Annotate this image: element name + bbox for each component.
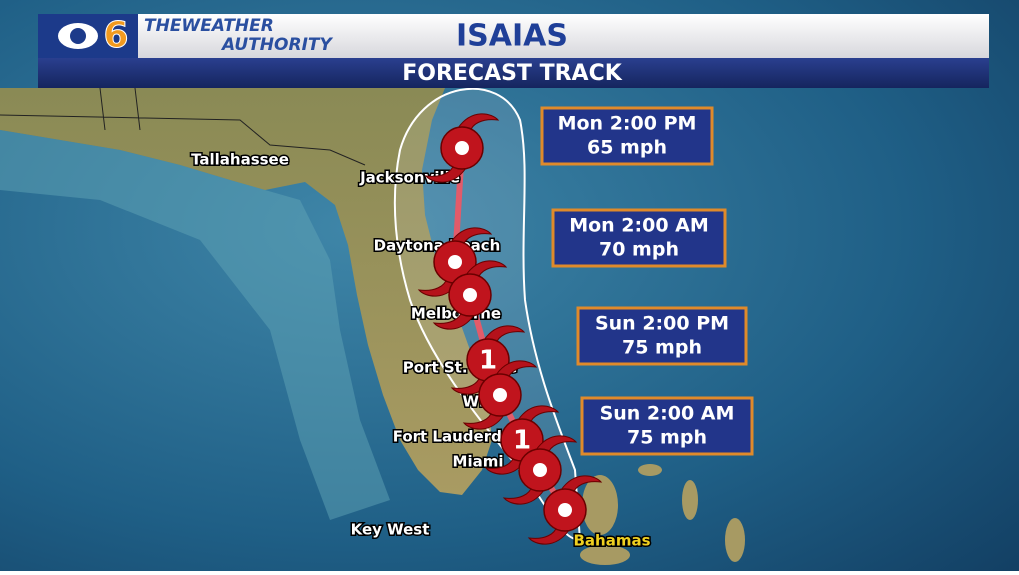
- storm-icon: [432, 260, 508, 330]
- forecast-wind: 75 mph: [622, 337, 702, 359]
- forecast-box: [540, 106, 714, 166]
- forecast-time: Sun 2:00 AM: [600, 403, 735, 425]
- forecast-time: Mon 2:00 PM: [558, 113, 697, 135]
- storm-icon: [502, 435, 578, 505]
- city-label: Key West: [351, 521, 430, 539]
- forecast-box: [580, 396, 754, 456]
- subheader-bar: [38, 58, 989, 88]
- storm-eye: [558, 503, 572, 517]
- forecast-box: [576, 306, 748, 366]
- storm-icon: [424, 113, 500, 183]
- storm-eye: [455, 141, 469, 155]
- logo-pupil: [70, 28, 86, 44]
- forecast-time: Mon 2:00 AM: [569, 215, 709, 237]
- forecast-box: [551, 208, 727, 268]
- storm-category: 1: [513, 426, 531, 456]
- header-bar: [38, 14, 989, 58]
- storm-eye: [463, 288, 477, 302]
- land: [0, 88, 492, 495]
- logo-text: AUTHORITY: [220, 35, 333, 55]
- title: ISAIAS: [456, 19, 568, 54]
- city-label: Miami: [453, 453, 504, 471]
- logo-number: 6: [103, 15, 128, 56]
- storm-icon: [462, 360, 538, 430]
- storm-eye: [448, 255, 462, 269]
- forecast-wind: 70 mph: [599, 239, 679, 261]
- subtitle: FORECAST TRACK: [402, 61, 623, 86]
- bahamas: [580, 464, 745, 565]
- forecast-time: Sun 2:00 PM: [595, 313, 729, 335]
- state-borders: [0, 87, 366, 166]
- city-label: Fort Lauderdale: [393, 428, 528, 446]
- shelf: [0, 130, 390, 520]
- logo-text: THEWEATHER: [144, 16, 274, 36]
- storm-eye: [493, 388, 507, 402]
- forecast-wind: 75 mph: [627, 427, 707, 449]
- storm-category: 1: [479, 346, 497, 376]
- city-label: Tallahassee: [191, 151, 289, 169]
- city-label: Bahamas: [573, 532, 650, 550]
- forecast-wind: 65 mph: [587, 137, 667, 159]
- storm-icon: [527, 475, 603, 545]
- storm-eye: [533, 463, 547, 477]
- city-label: Jacksonville: [359, 169, 460, 187]
